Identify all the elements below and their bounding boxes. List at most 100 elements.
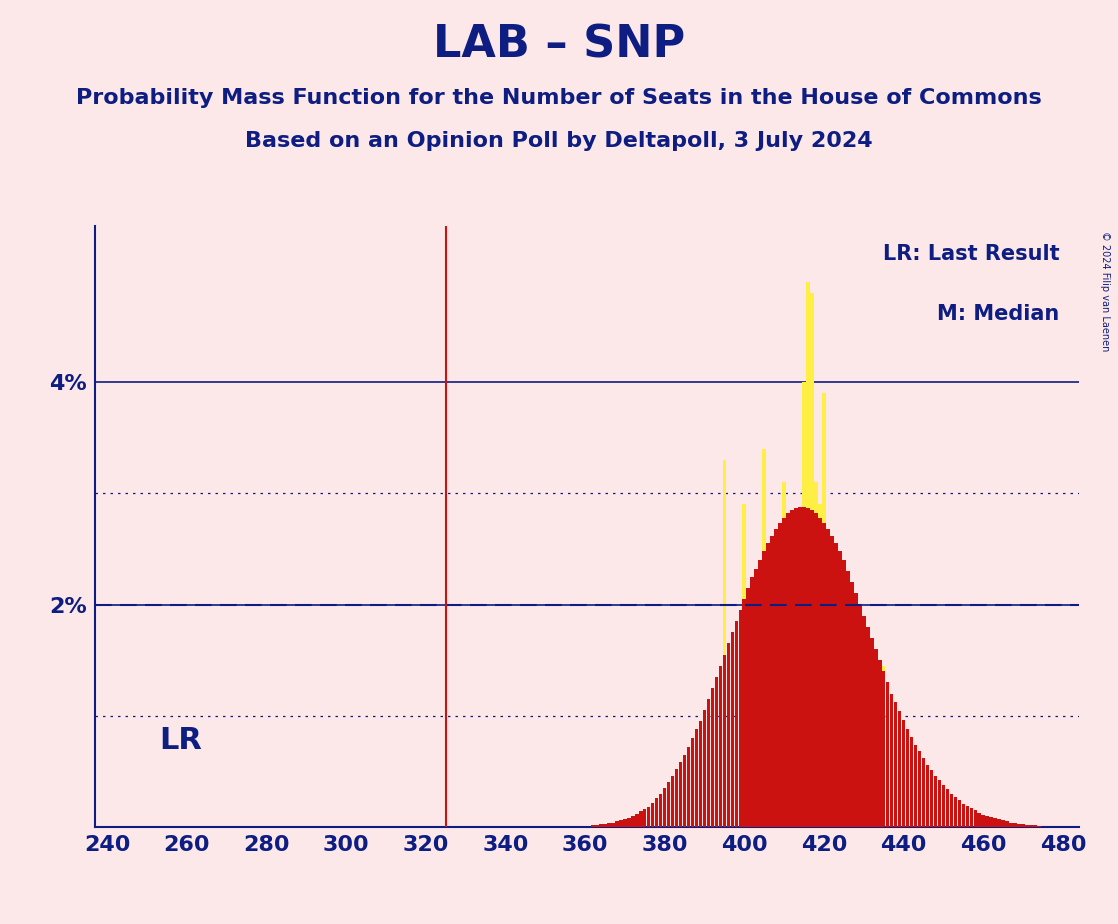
Bar: [961, 804, 965, 827]
Bar: [941, 784, 945, 827]
Bar: [615, 821, 618, 827]
Text: LR: Last Result: LR: Last Result: [882, 245, 1059, 264]
Bar: [711, 688, 714, 827]
Bar: [874, 649, 878, 827]
Bar: [961, 804, 965, 827]
Bar: [631, 816, 635, 827]
Bar: [966, 806, 969, 827]
Text: M: Median: M: Median: [937, 305, 1059, 324]
Bar: [719, 665, 722, 827]
Bar: [619, 821, 623, 827]
Bar: [926, 765, 929, 827]
Bar: [730, 632, 735, 827]
Bar: [1005, 821, 1008, 827]
Bar: [714, 676, 718, 827]
Bar: [870, 638, 873, 827]
Bar: [989, 817, 993, 827]
Bar: [599, 823, 603, 827]
Bar: [694, 729, 699, 827]
Bar: [591, 825, 595, 827]
Bar: [854, 593, 858, 827]
Bar: [910, 737, 913, 827]
Bar: [850, 582, 854, 827]
Text: Based on an Opinion Poll by Deltapoll, 3 July 2024: Based on an Opinion Poll by Deltapoll, 3…: [245, 131, 873, 152]
Bar: [854, 593, 858, 827]
Bar: [866, 626, 870, 827]
Bar: [918, 751, 921, 827]
Bar: [969, 808, 973, 827]
Bar: [885, 683, 890, 827]
Bar: [770, 536, 774, 827]
Bar: [1010, 822, 1013, 827]
Bar: [595, 825, 599, 827]
Bar: [735, 621, 738, 827]
Bar: [679, 762, 682, 827]
Bar: [794, 593, 798, 827]
Bar: [811, 510, 814, 827]
Bar: [730, 632, 735, 827]
Bar: [1002, 821, 1005, 827]
Bar: [686, 747, 690, 827]
Bar: [666, 783, 671, 827]
Bar: [707, 699, 710, 827]
Bar: [954, 796, 957, 827]
Bar: [798, 599, 802, 827]
Bar: [842, 615, 845, 827]
Bar: [974, 810, 977, 827]
Bar: [595, 825, 599, 827]
Bar: [858, 604, 862, 827]
Bar: [954, 796, 957, 827]
Bar: [949, 794, 954, 827]
Bar: [918, 751, 921, 827]
Bar: [913, 745, 918, 827]
Bar: [926, 765, 929, 827]
Bar: [702, 711, 707, 827]
Bar: [599, 823, 603, 827]
Bar: [612, 822, 615, 827]
Bar: [806, 508, 809, 827]
Bar: [775, 529, 778, 827]
Bar: [778, 523, 781, 827]
Bar: [934, 776, 937, 827]
Bar: [1017, 823, 1021, 827]
Bar: [619, 821, 623, 827]
Bar: [671, 776, 674, 827]
Bar: [882, 671, 885, 827]
Bar: [894, 702, 898, 827]
Bar: [906, 729, 909, 827]
Bar: [994, 818, 997, 827]
Bar: [898, 711, 901, 827]
Bar: [794, 508, 798, 827]
Bar: [747, 588, 750, 827]
Bar: [675, 769, 679, 827]
Bar: [679, 762, 682, 827]
Bar: [778, 523, 781, 827]
Bar: [603, 823, 607, 827]
Bar: [727, 643, 730, 827]
Bar: [651, 803, 654, 827]
Bar: [803, 383, 806, 827]
Bar: [969, 808, 973, 827]
Bar: [902, 720, 906, 827]
Bar: [643, 809, 646, 827]
Bar: [651, 803, 654, 827]
Bar: [966, 806, 969, 827]
Bar: [1038, 826, 1041, 827]
Bar: [767, 543, 770, 827]
Bar: [775, 529, 778, 827]
Bar: [958, 800, 961, 827]
Bar: [890, 694, 893, 827]
Bar: [711, 688, 714, 827]
Bar: [977, 812, 982, 827]
Bar: [958, 800, 961, 827]
Bar: [997, 820, 1001, 827]
Bar: [818, 517, 822, 827]
Bar: [755, 569, 758, 827]
Bar: [838, 551, 842, 827]
Bar: [997, 820, 1001, 827]
Bar: [722, 654, 727, 827]
Bar: [758, 560, 762, 827]
Bar: [838, 551, 842, 827]
Bar: [655, 798, 659, 827]
Bar: [635, 814, 638, 827]
